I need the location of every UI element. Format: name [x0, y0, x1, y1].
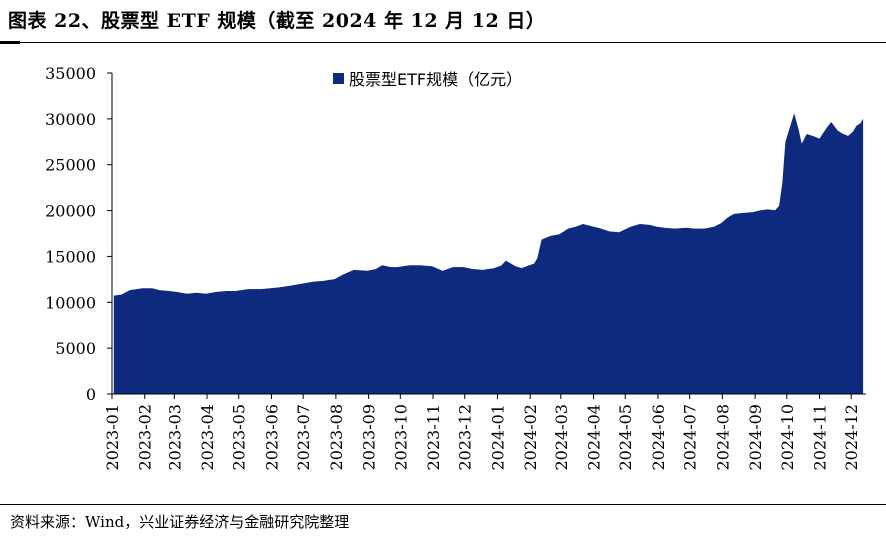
x-tick-label: 2024-12	[842, 404, 861, 470]
y-tick-label: 5000	[55, 339, 96, 358]
x-tick-label: 2024-07	[681, 404, 700, 470]
x-tick-label: 2024-02	[521, 404, 540, 470]
y-tick-label: 35000	[45, 64, 96, 83]
x-tick-label: 2024-08	[713, 404, 732, 470]
x-tick-label: 2023-12	[456, 404, 475, 470]
title-rule-accent	[0, 41, 20, 44]
x-tick-label: 2023-11	[424, 404, 443, 470]
x-tick-label: 2024-11	[811, 404, 830, 470]
x-tick-label: 2023-08	[327, 404, 346, 470]
x-tick-label: 2024-03	[552, 404, 571, 470]
x-tick-label: 2024-10	[778, 404, 797, 470]
x-tick-label: 2023-04	[198, 404, 217, 470]
x-tick-label: 2023-09	[360, 404, 379, 470]
legend-swatch	[333, 73, 344, 84]
x-tick-label: 2023-05	[230, 404, 249, 470]
x-tick-label: 2023-06	[262, 404, 281, 470]
y-tick-label: 25000	[45, 156, 96, 175]
x-tick-label: 2023-10	[391, 404, 410, 470]
title-rule	[0, 42, 886, 43]
x-tick-label: 2024-05	[616, 404, 635, 470]
figure-title: 图表 22、股票型 ETF 规模（截至 2024 年 12 月 12 日）	[8, 10, 546, 32]
y-tick-label: 15000	[45, 247, 96, 266]
y-tick-label: 0	[86, 385, 96, 404]
source-rule	[0, 504, 886, 505]
series-area	[113, 113, 864, 395]
x-tick-label: 2023-03	[165, 404, 184, 470]
x-tick-label: 2023-01	[103, 404, 122, 470]
plot-area	[113, 113, 864, 395]
x-tick-label: 2024-06	[649, 404, 668, 470]
x-tick-label: 2024-09	[746, 404, 765, 470]
x-tick-label: 2023-07	[294, 404, 313, 470]
legend-label: 股票型ETF规模（亿元）	[349, 70, 522, 89]
y-tick-label: 20000	[45, 202, 96, 221]
axes: 0 5000 10000 15000 20000 25000 30000 35000 2023-…	[45, 64, 866, 470]
source-note: 资料来源：Wind，兴业证券经济与金融研究院整理	[10, 513, 350, 531]
x-tick-label: 2024-04	[585, 404, 604, 470]
x-tick-label: 2024-01	[488, 404, 507, 470]
y-tick-label: 30000	[45, 110, 96, 129]
x-tick-label: 2023-02	[136, 404, 155, 470]
legend: 股票型ETF规模（亿元）	[333, 70, 522, 89]
y-tick-label: 10000	[45, 293, 96, 312]
